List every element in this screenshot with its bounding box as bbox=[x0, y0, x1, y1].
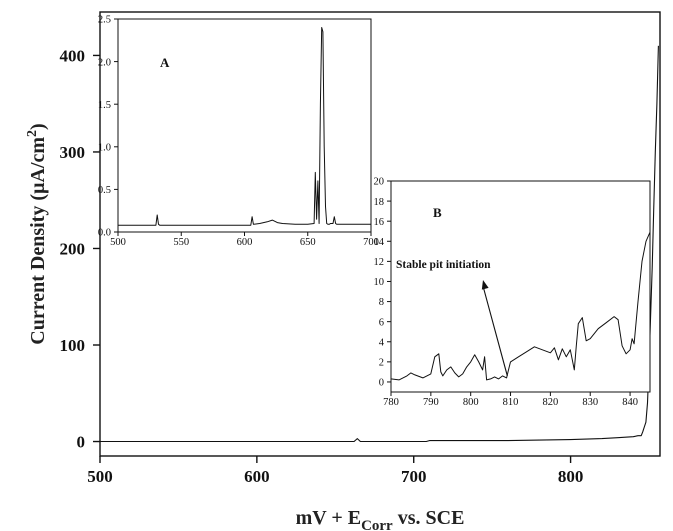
inset-a-y-tick-label: 2.5 bbox=[98, 15, 111, 26]
main-y-axis-label-text: Current Density (µA/cm bbox=[27, 137, 49, 345]
main-y-axis-label-superscript: 2 bbox=[25, 130, 40, 137]
inset-a-x-tick-label: 500 bbox=[110, 237, 126, 248]
inset-b-x-tick-label: 820 bbox=[543, 397, 559, 408]
inset-a-panel-label: A bbox=[160, 55, 170, 70]
inset-a-y-tick-label: 1.5 bbox=[98, 100, 111, 111]
inset-b-y-tick-label: 14 bbox=[374, 237, 385, 248]
inset-b-x-tick-label: 780 bbox=[383, 397, 399, 408]
main-y-axis-label-end: ) bbox=[27, 123, 49, 130]
main-x-tick-label: 800 bbox=[558, 467, 584, 486]
stable-pit-initiation-annotation: Stable pit initiation bbox=[396, 259, 491, 271]
inset-b-x-tick-label: 810 bbox=[503, 397, 519, 408]
inset-b-x-tick-label: 800 bbox=[463, 397, 479, 408]
stable-pit-initiation-arrow bbox=[482, 285, 508, 377]
main-series-line-0 bbox=[100, 45, 659, 443]
inset-a-y-tick-label: 0.0 bbox=[98, 228, 111, 239]
inset-b-y-tick-label: 20 bbox=[374, 177, 385, 188]
main-y-tick-label: 0 bbox=[77, 432, 86, 451]
inset-b-panel-label: B bbox=[433, 205, 442, 220]
inset-a-x-tick-label: 550 bbox=[173, 237, 189, 248]
inset-b-series-line-0 bbox=[390, 231, 651, 381]
inset-a-chart: 500 550 600 650 700 0.0 0.5 1.0 1.5 2.0 2.5 A bbox=[98, 15, 379, 248]
inset-b-x-tick-label: 840 bbox=[622, 397, 638, 408]
main-x-tick-label: 600 bbox=[244, 467, 270, 486]
main-x-tick-label: 700 bbox=[401, 467, 427, 486]
inset-b-y-tick-label: 12 bbox=[374, 257, 385, 268]
inset-b-y-tick-label: 2 bbox=[379, 358, 384, 369]
inset-b-y-tick-label: 8 bbox=[379, 297, 384, 308]
inset-b-x-tick-label: 790 bbox=[423, 397, 439, 408]
inset-b-y-tick-label: 0 bbox=[379, 378, 384, 389]
stable-pit-initiation-arrowhead bbox=[481, 280, 489, 290]
inset-b-background bbox=[390, 180, 651, 393]
main-x-axis-label: mV + ECorr vs. SCE bbox=[296, 507, 465, 531]
main-x-axis-label-subscript: Corr bbox=[361, 518, 393, 531]
inset-a-y-tick-label: 2.0 bbox=[98, 57, 111, 68]
inset-b-y-tick-label: 16 bbox=[374, 217, 385, 228]
inset-a-x-tick-label: 600 bbox=[237, 237, 253, 248]
main-y-tick-label: 100 bbox=[60, 336, 86, 355]
main-x-tick-label: 500 bbox=[87, 467, 113, 486]
inset-a-background bbox=[117, 18, 372, 233]
main-x-axis-label-text: mV + E bbox=[296, 507, 361, 529]
inset-a-x-tick-label: 650 bbox=[300, 237, 316, 248]
main-x-axis-label-rest: vs. SCE bbox=[393, 507, 465, 529]
main-plot-frame bbox=[99, 11, 661, 457]
inset-a-x-tick-label: 700 bbox=[363, 237, 379, 248]
inset-a-y-tick-label: 1.0 bbox=[98, 142, 111, 153]
inset-b-y-tick-label: 18 bbox=[374, 197, 385, 208]
inset-a-y-tick-label: 0.5 bbox=[98, 185, 111, 196]
inset-b-y-tick-label: 6 bbox=[379, 317, 384, 328]
main-y-tick-label: 400 bbox=[60, 46, 86, 65]
inset-b-y-tick-label: 10 bbox=[374, 277, 385, 288]
main-y-tick-label: 300 bbox=[60, 143, 86, 162]
inset-b-x-tick-label: 830 bbox=[582, 397, 598, 408]
main-y-tick-label: 200 bbox=[60, 239, 86, 258]
main-y-axis-label: Current Density (µA/cm2) bbox=[25, 123, 49, 344]
inset-b-y-tick-label: 4 bbox=[379, 337, 385, 348]
inset-a-series-line-0 bbox=[118, 27, 371, 226]
